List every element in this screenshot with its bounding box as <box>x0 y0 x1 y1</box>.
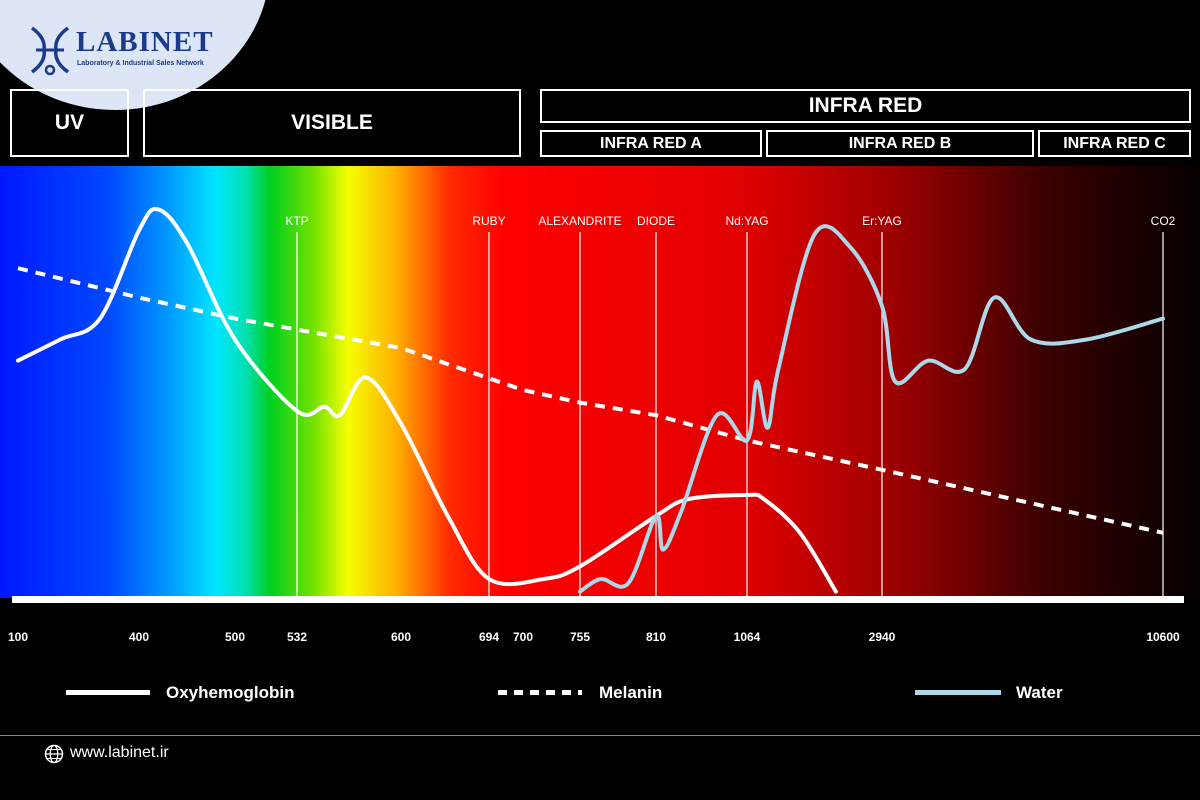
labinet-logo[interactable]: LABINET Laboratory & Industrial Sales Ne… <box>26 22 226 80</box>
series-line-melanin <box>17 266 1164 535</box>
laser-label-co2: CO2 <box>1151 214 1176 228</box>
band-uv: UV <box>10 89 129 157</box>
x-tick-label-400: 400 <box>129 630 149 644</box>
x-tick-label-2940: 2940 <box>869 630 896 644</box>
legend-label-water: Water <box>1016 683 1063 702</box>
spectrum-background <box>0 166 1200 598</box>
laser-label-er-yag: Er:YAG <box>862 214 902 228</box>
absorption-chart: KTP RUBY ALEXANDRITE DIODE Nd:YAG Er:YAG CO2 1… <box>0 166 1200 644</box>
website-link[interactable]: www.labinet.ir <box>70 744 169 761</box>
x-tick-label-700: 700 <box>513 630 533 644</box>
x-tick-label-532: 532 <box>287 630 307 644</box>
x-tick-label-810: 810 <box>646 630 666 644</box>
x-tick-label-1064: 1064 <box>734 630 761 644</box>
logo-tagline: Laboratory & Industrial Sales Network <box>77 60 204 67</box>
wavelength-axis <box>12 596 1184 603</box>
band-infrared: INFRA RED <box>540 89 1191 123</box>
x-tick-label-100: 100 <box>8 630 28 644</box>
laser-label-ktp: KTP <box>285 214 308 228</box>
globe-icon <box>44 744 64 764</box>
legend-swatch-melanin <box>498 690 582 695</box>
x-tick-label-755: 755 <box>570 630 590 644</box>
footer-divider <box>0 735 1200 736</box>
x-tick-label-500: 500 <box>225 630 245 644</box>
laser-label-diode: DIODE <box>637 214 675 228</box>
logo-wordmark: LABINET <box>76 26 214 58</box>
x-tick-label-600: 600 <box>391 630 411 644</box>
x-tick-label-694: 694 <box>479 630 499 644</box>
x-tick-label-10600: 10600 <box>1146 630 1180 644</box>
laser-label-nd-yag: Nd:YAG <box>725 214 768 228</box>
band-visible: VISIBLE <box>143 89 521 157</box>
legend-label-oxyhemoglobin: Oxyhemoglobin <box>166 683 295 702</box>
legend-swatch-water <box>915 690 1001 695</box>
band-infrared-c: INFRA RED C <box>1038 130 1191 157</box>
labinet-emblem-icon <box>30 26 70 76</box>
series-line-oxyhemoglobin <box>16 206 838 594</box>
laser-label-alexandrite: ALEXANDRITE <box>538 214 621 228</box>
band-infrared-b: INFRA RED B <box>766 130 1034 157</box>
laser-label-ruby: RUBY <box>472 214 505 228</box>
series-line-water <box>578 224 1165 594</box>
legend-label-melanin: Melanin <box>599 683 663 702</box>
legend-swatch-oxyhemoglobin <box>66 690 150 695</box>
band-infrared-a: INFRA RED A <box>540 130 762 157</box>
